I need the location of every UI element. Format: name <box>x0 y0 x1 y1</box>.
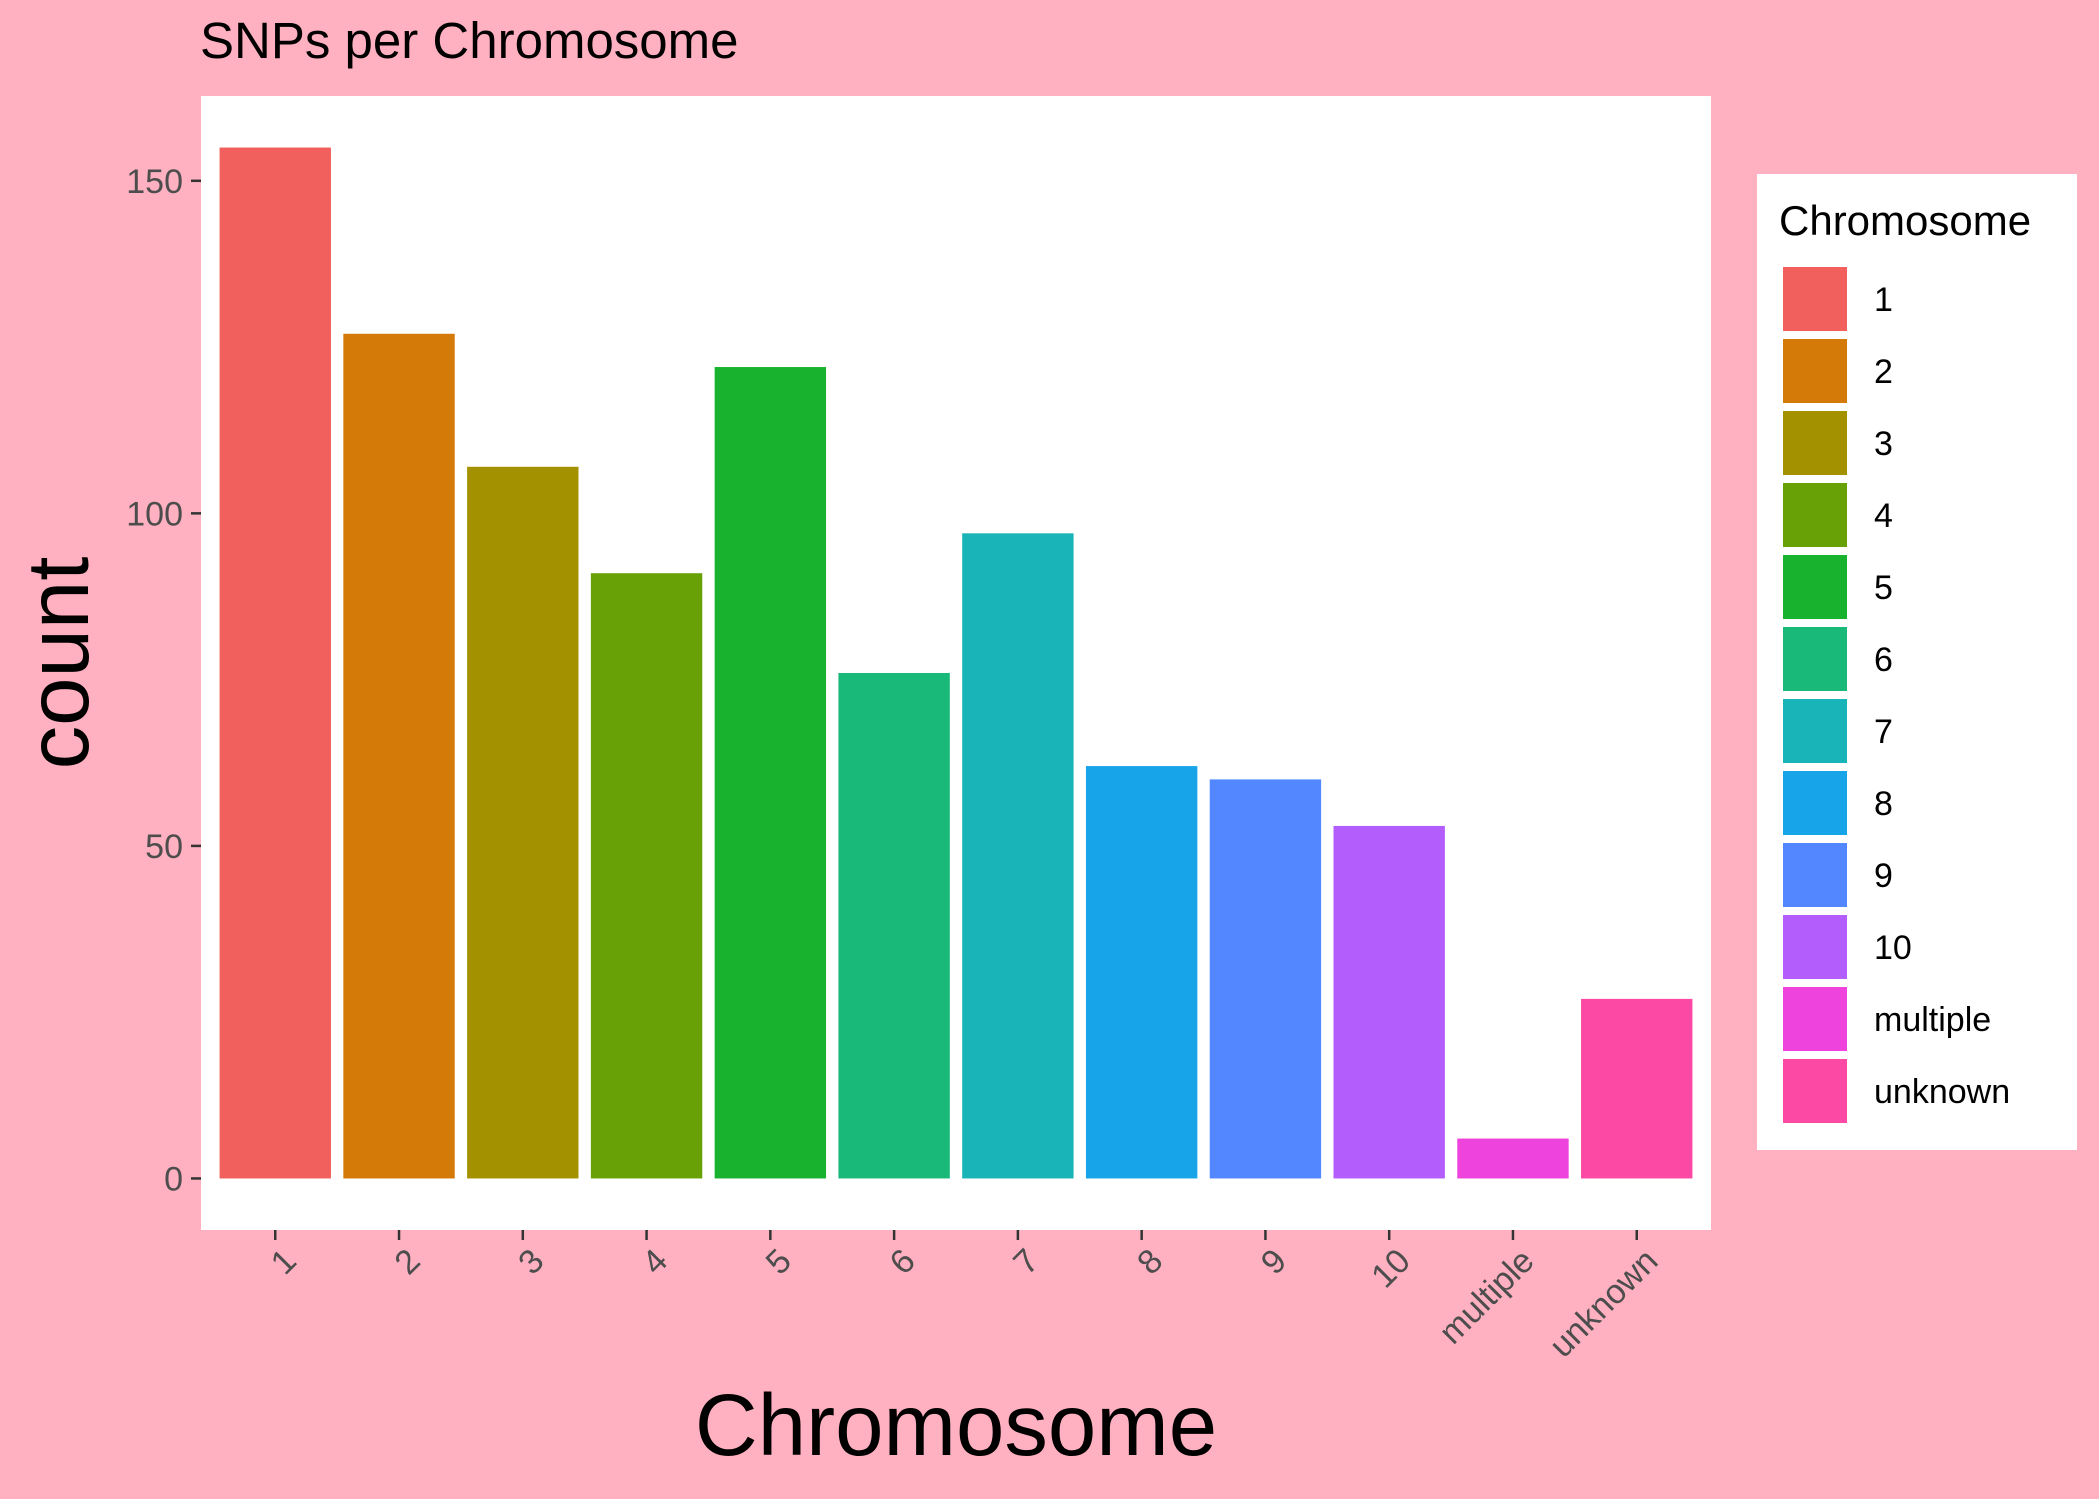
bar <box>838 672 950 1179</box>
legend-key <box>1781 841 1849 909</box>
legend-label: unknown <box>1874 1073 2010 1111</box>
bar <box>962 533 1074 1179</box>
y-tick-label: 100 <box>126 495 183 533</box>
legend-key <box>1781 985 1849 1053</box>
legend-key <box>1781 913 1849 981</box>
chart-title: SNPs per Chromosome <box>200 12 739 69</box>
legend-label: 2 <box>1874 353 1893 391</box>
bar <box>1333 825 1445 1179</box>
legend-label: 1 <box>1874 281 1893 319</box>
legend-key <box>1781 769 1849 837</box>
legend-label: multiple <box>1874 1001 1991 1039</box>
bar <box>1581 998 1693 1179</box>
y-tick-label: 150 <box>126 163 183 201</box>
bar <box>590 573 703 1179</box>
y-tick-label: 0 <box>164 1160 183 1198</box>
legend-label: 9 <box>1874 857 1893 895</box>
bar <box>467 466 579 1179</box>
legend-label: 8 <box>1874 785 1893 823</box>
legend-label: 7 <box>1874 713 1893 751</box>
legend-key <box>1781 409 1849 477</box>
y-axis-title: count <box>10 557 107 770</box>
legend-label: 6 <box>1874 641 1893 679</box>
legend-key <box>1781 481 1849 549</box>
bars-group <box>219 147 1693 1179</box>
legend-key <box>1781 1057 1849 1125</box>
legend-label: 10 <box>1874 929 1912 967</box>
bar <box>343 333 455 1179</box>
legend-label: 3 <box>1874 425 1893 463</box>
bar <box>219 147 331 1179</box>
x-axis-title: Chromosome <box>695 1377 1217 1474</box>
legend-key <box>1781 625 1849 693</box>
legend: Chromosome 1 2 3 4 5 6 7 8 9 10 multiple unknown <box>1757 174 2077 1150</box>
y-axis: 0 50 100 150 <box>126 163 201 1198</box>
bar <box>1085 766 1198 1179</box>
bar <box>1209 779 1322 1179</box>
legend-key <box>1781 337 1849 405</box>
bar <box>1457 1138 1569 1179</box>
legend-label: 4 <box>1874 497 1893 535</box>
y-tick-label: 50 <box>145 828 183 866</box>
legend-key <box>1781 697 1849 765</box>
legend-key <box>1781 553 1849 621</box>
legend-key <box>1781 265 1849 333</box>
legend-title: Chromosome <box>1779 197 2031 244</box>
legend-label: 5 <box>1874 569 1893 607</box>
legend-items: 1 2 3 4 5 6 7 8 9 10 multiple unknown <box>1781 265 2010 1125</box>
bar <box>714 367 827 1179</box>
